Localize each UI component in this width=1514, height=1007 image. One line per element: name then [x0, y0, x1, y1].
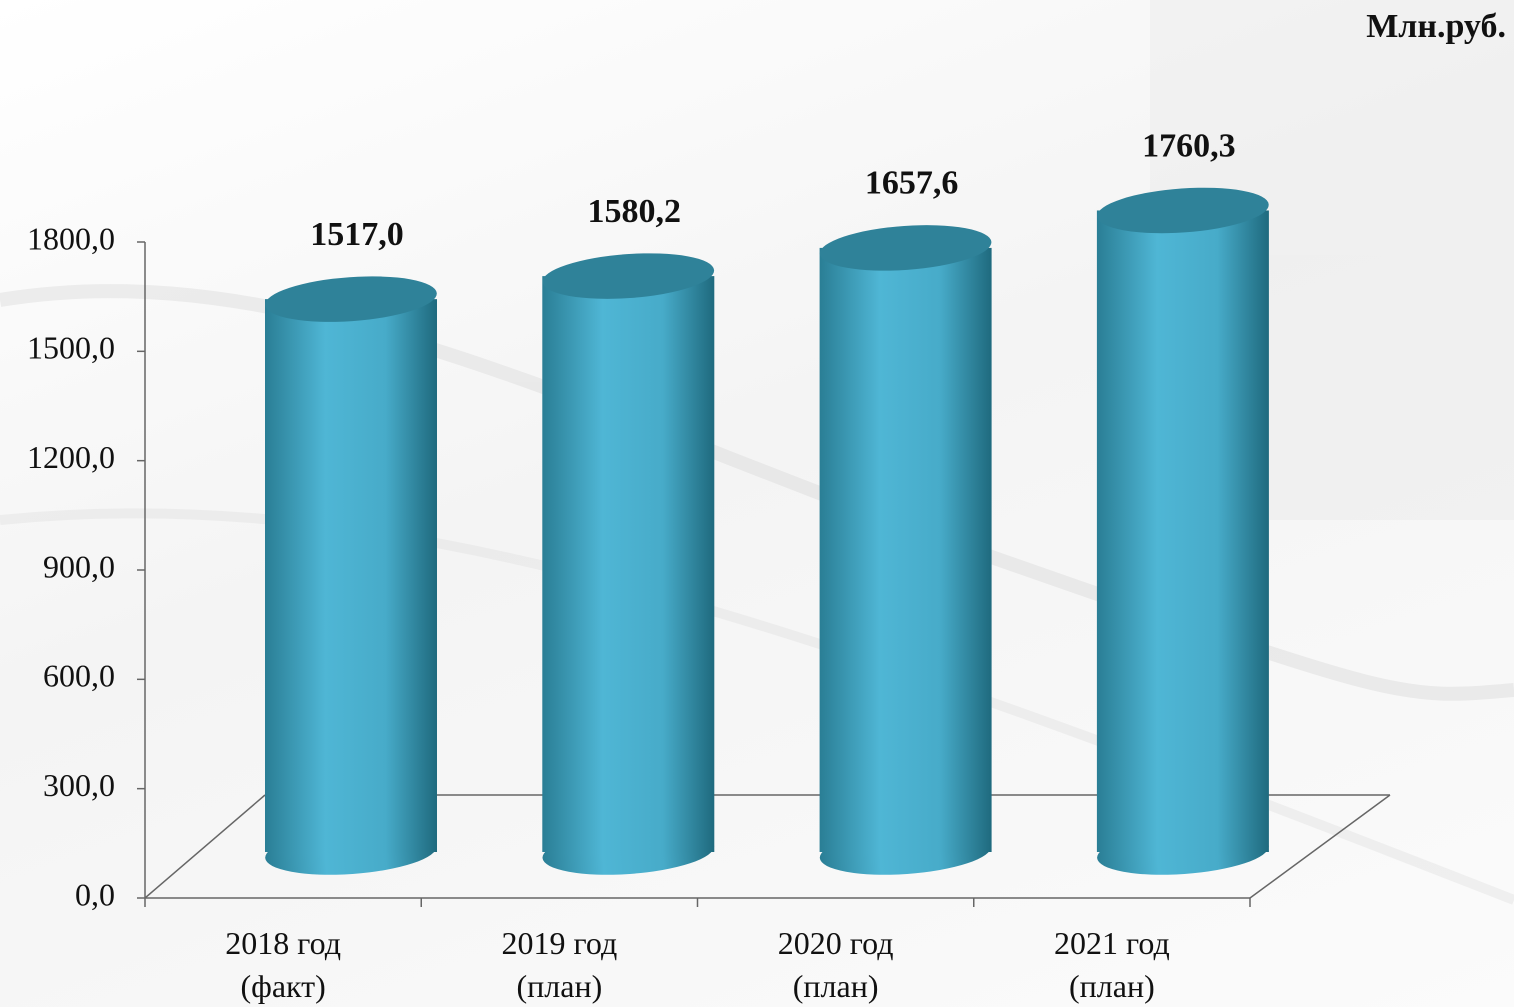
floor-edge: [144, 794, 266, 899]
y-tick-label: 1500,0: [27, 330, 115, 366]
x-tick-label: 2020 год (план): [777, 925, 894, 1004]
background-decoration: [0, 284, 1514, 905]
cylinder-body: [542, 276, 715, 853]
cylinder-top: [819, 225, 992, 271]
floor-edge: [1249, 794, 1391, 899]
cylinder-top: [265, 276, 437, 322]
unit-label: Млн.руб.: [1366, 8, 1506, 45]
x-tick-label: 2019 год (план): [501, 925, 618, 1004]
x-tick-label: 2021 год (план): [1054, 925, 1170, 1004]
y-tick-label: 1200,0: [27, 439, 115, 475]
value-label: 1760,3: [1142, 127, 1236, 164]
cylinder: [265, 276, 437, 875]
x-tick-label: 2018 год (факт): [225, 925, 341, 1004]
cylinder-body: [265, 299, 437, 852]
cylinder-body: [1096, 210, 1269, 852]
y-tick-label: 300,0: [43, 767, 115, 803]
cylinder-body: [819, 247, 992, 852]
cylinder-top: [1097, 187, 1269, 234]
cylinder: [1096, 187, 1269, 875]
cylinder: [819, 225, 992, 875]
y-tick-label: 600,0: [43, 658, 115, 694]
value-label: 1580,2: [588, 193, 682, 230]
y-tick-label: 0,0: [75, 876, 115, 912]
cylinder-top: [542, 253, 715, 299]
cylinder: [542, 253, 715, 875]
value-label: 1517,0: [310, 216, 404, 253]
value-label: 1657,6: [865, 165, 959, 202]
y-tick-label: 900,0: [43, 548, 115, 584]
y-tick-label: 1800,0: [27, 220, 115, 256]
